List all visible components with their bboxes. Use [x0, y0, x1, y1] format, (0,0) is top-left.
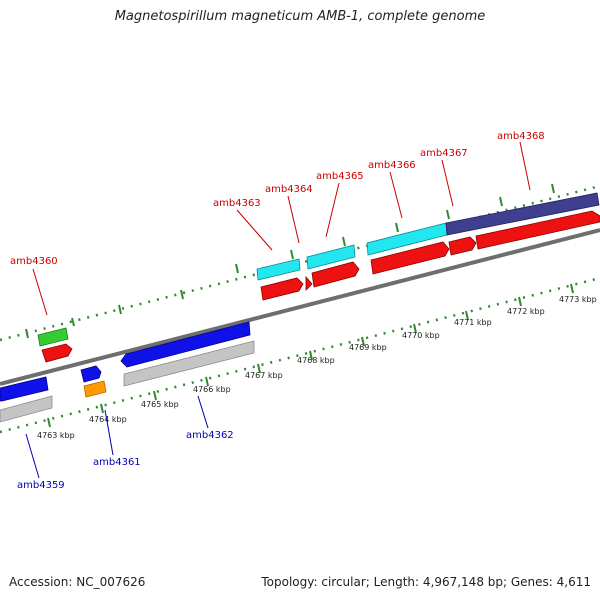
ruler-label: 4763 kbp [37, 431, 75, 440]
gene-amb4361[interactable] [80, 365, 102, 383]
ruler-label: 4771 kbp [454, 318, 492, 327]
gene-amb4362[interactable] [120, 321, 251, 368]
gene-label-amb4362: amb4362 [186, 430, 234, 441]
gene-amb4368-purple[interactable] [445, 192, 600, 236]
genome-backbone [0, 228, 600, 386]
gene-shadow-amb4359[interactable] [0, 395, 53, 423]
gene-amb4368[interactable] [475, 210, 600, 250]
gene-amb4366[interactable] [370, 241, 450, 275]
gene-amb4365[interactable] [311, 261, 360, 288]
gene-amb4365-cyan[interactable] [306, 244, 356, 270]
gene-label-amb4365: amb4365 [316, 171, 364, 182]
gene-shadow-amb4362[interactable] [123, 340, 255, 387]
gene-label-amb4367: amb4367 [420, 148, 468, 159]
upper-tick-row [0, 183, 600, 342]
gene-amb4363[interactable] [260, 277, 304, 301]
ruler-label: 4772 kbp [507, 307, 545, 316]
ruler-label: 4766 kbp [193, 385, 231, 394]
map-title: Magnetospirillum magneticum AMB-1, compl… [114, 9, 486, 24]
gene-label-amb4359: amb4359 [17, 480, 65, 491]
gene-amb4359[interactable] [0, 376, 49, 402]
ruler-label: 4764 kbp [89, 415, 127, 424]
gene-label-amb4366: amb4366 [368, 160, 416, 171]
gene-label-amb4361: amb4361 [93, 457, 141, 468]
gene-amb4364[interactable] [305, 275, 313, 291]
gene-label-amb4364: amb4364 [265, 184, 313, 195]
gene-orange[interactable] [83, 380, 107, 398]
ruler-label: 4765 kbp [141, 400, 179, 409]
topology-text: Topology: circular; Length: 4,967,148 bp… [261, 575, 591, 589]
gene-label-amb4363: amb4363 [213, 198, 261, 209]
lower-tick-row [0, 276, 600, 434]
gene-amb4360-green[interactable] [37, 327, 69, 347]
gene-amb4360[interactable] [41, 343, 73, 363]
ruler-label: 4767 kbp [245, 371, 283, 380]
ruler-label: 4773 kbp [559, 295, 597, 304]
gene-amb4363-cyan[interactable] [256, 258, 301, 281]
ruler-label: 4768 kbp [297, 356, 335, 365]
gene-label-amb4360: amb4360 [10, 256, 58, 267]
gene-label-amb4368: amb4368 [497, 131, 545, 142]
ruler-label: 4770 kbp [402, 331, 440, 340]
gene-amb4367[interactable] [448, 236, 477, 256]
ruler-label: 4769 kbp [349, 343, 387, 352]
accession-text: Accession: NC_007626 [9, 575, 146, 589]
